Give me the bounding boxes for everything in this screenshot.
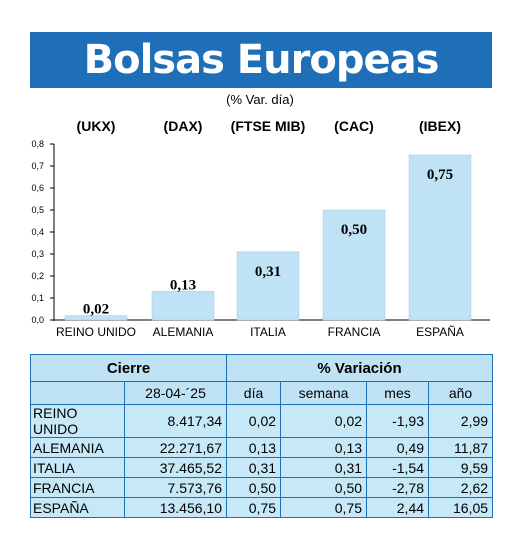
table-cell: 0,50 [280, 477, 368, 498]
header-cierre: Cierre [29, 354, 228, 382]
chart-title: Bolsas Europeas [83, 37, 440, 83]
index-label-ukx: (UKX) [76, 118, 116, 134]
x-category-label: ESPAÑA [416, 325, 464, 339]
header-ano: año [428, 381, 494, 405]
row-name: REINO UNIDO [30, 404, 125, 438]
bar [236, 251, 300, 321]
table-cell: 0,02 [226, 404, 282, 438]
header-semana: semana [280, 381, 368, 405]
bar [322, 209, 386, 321]
bar-value-label: 0,31 [255, 264, 281, 280]
index-label-ibex: (IBEX) [419, 118, 461, 134]
table-cell: -2,78 [366, 477, 430, 498]
x-category-label: ITALIA [250, 325, 286, 339]
header-mes: mes [366, 381, 430, 405]
y-tick-label: 0,7 [31, 161, 44, 171]
quotes-table: Cierre % Variación 28-04-´25 día semana … [29, 354, 494, 518]
y-tick-label: 0,0 [31, 315, 44, 325]
bar-value-label: 0,75 [427, 167, 453, 183]
table-cell: 0,49 [366, 437, 430, 458]
table-cell: 22.271,67 [123, 437, 228, 458]
table-cell: 0,75 [280, 497, 368, 518]
table-cell: 0,31 [280, 457, 368, 478]
bar [151, 291, 215, 321]
bar-value-label: 0,50 [341, 222, 367, 238]
y-tick-label: 0,4 [31, 227, 44, 237]
y-tick-label: 0,8 [31, 139, 44, 149]
y-tick-label: 0,3 [31, 249, 44, 259]
header-dia: día [226, 381, 282, 405]
row-name: ITALIA [30, 457, 125, 478]
row-name: ALEMANIA [30, 437, 125, 458]
table-cell: 8.417,34 [123, 404, 228, 438]
table-cell: 2,62 [428, 477, 494, 498]
title-banner: Bolsas Europeas [30, 32, 492, 88]
table-row: FRANCIA 7.573,76 0,50 0,50 -2,78 2,62 [30, 477, 494, 498]
table-cell: 0,75 [226, 497, 282, 518]
table-cell: 0,31 [226, 457, 282, 478]
index-label-dax: (DAX) [163, 118, 203, 134]
table-cell: -1,54 [366, 457, 430, 478]
x-category-label: FRANCIA [328, 325, 381, 339]
table-cell: 16,05 [428, 497, 494, 518]
bar [408, 154, 472, 321]
table-cell: 37.465,52 [123, 457, 228, 478]
header-variacion: % Variación [226, 354, 494, 382]
table-cell: 11,87 [428, 437, 494, 458]
header-empty [30, 381, 125, 405]
table-row: REINO UNIDO 8.417,34 0,02 0,02 -1,93 2,99 [30, 404, 494, 438]
bar [64, 315, 128, 321]
table-cell: 0,50 [226, 477, 282, 498]
y-tick-label: 0,5 [31, 205, 44, 215]
x-category-label: REINO UNIDO [56, 325, 136, 339]
header-date: 28-04-´25 [123, 381, 228, 405]
table-cell: 13.456,10 [123, 497, 228, 518]
table-cell: 7.573,76 [123, 477, 228, 498]
table-cell: 2,44 [366, 497, 430, 518]
y-tick-label: 0,1 [31, 293, 44, 303]
bar-value-label: 0,13 [170, 277, 196, 293]
table-row: ALEMANIA 22.271,67 0,13 0,13 0,49 11,87 [30, 437, 494, 458]
bar-chart: 0,0 0,1 0,2 0,3 0,4 0,5 0,6 0,7 0,8 0,02 REINO UNI… [31, 139, 490, 339]
table-row: ITALIA 37.465,52 0,31 0,31 -1,54 9,59 [30, 457, 494, 478]
table-cell: 0,02 [280, 404, 368, 438]
index-label-cac: (CAC) [334, 118, 374, 134]
table-cell: 2,99 [428, 404, 494, 438]
y-tick-label: 0,6 [31, 183, 44, 193]
table-cell: -1,93 [366, 404, 430, 438]
bar-value-label: 0,02 [83, 302, 109, 318]
x-category-label: ALEMANIA [153, 325, 214, 339]
chart-subtitle: (% Var. día) [226, 92, 294, 107]
row-name: ESPAÑA [30, 497, 125, 518]
table-cell: 0,13 [226, 437, 282, 458]
row-name: FRANCIA [30, 477, 125, 498]
table-row: ESPAÑA 13.456,10 0,75 0,75 2,44 16,05 [30, 497, 494, 518]
table-cell: 9,59 [428, 457, 494, 478]
table-cell: 0,13 [280, 437, 368, 458]
index-label-ftsemib: (FTSE MIB) [230, 118, 306, 134]
y-tick-label: 0,2 [31, 271, 44, 281]
